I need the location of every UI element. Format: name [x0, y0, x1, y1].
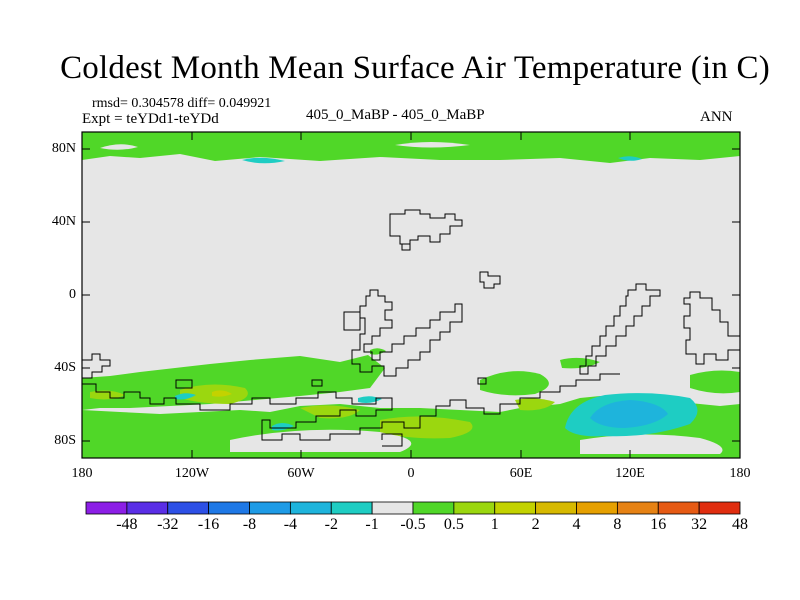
colorbar-swatch	[249, 501, 291, 515]
comparison-subtitle: 405_0_MaBP - 405_0_MaBP	[306, 107, 485, 123]
tasman-green-patch	[690, 370, 740, 394]
antarctic-neutral-area	[580, 434, 723, 454]
island-outline	[477, 377, 487, 385]
colorbar-swatch	[371, 501, 414, 515]
x-tick-label: 120E	[615, 466, 645, 481]
antarctic-cold-core	[590, 400, 668, 428]
arctic-cyan-patch	[618, 156, 642, 161]
colorbar-swatch	[208, 501, 250, 515]
colorbar-label: -0.5	[400, 516, 426, 533]
colorbar-label: 2	[531, 516, 540, 533]
plot-title: Coldest Month Mean Surface Air Temperatu…	[60, 50, 770, 86]
northern-continent-outline	[389, 209, 463, 245]
y-tick-label: 80N	[51, 141, 76, 156]
colorbar-swatch	[576, 501, 618, 515]
x-tick-label: 60W	[287, 466, 315, 481]
colorbar-swatch	[167, 501, 210, 515]
x-tick-label: 180	[71, 466, 93, 481]
x-tick-label: 0	[407, 466, 415, 481]
antarctic-coast-outline	[82, 373, 620, 441]
y-tick-label: 40S	[54, 360, 76, 375]
season-label: ANN	[700, 109, 733, 125]
colorbar-swatch	[412, 501, 455, 515]
colorbar-label: -32	[157, 516, 179, 533]
colorbar-swatch	[535, 501, 577, 515]
colorbar-swatch	[657, 501, 700, 515]
arctic-neutral-patch	[100, 144, 138, 150]
warm-anomaly-patch	[300, 405, 360, 419]
warm-anomaly-patch	[515, 398, 555, 411]
colorbar-label: 1	[490, 516, 499, 533]
warm-anomaly-core	[212, 390, 232, 397]
colorbar-label: -8	[242, 516, 257, 533]
experiment-text: Expt = teYDd1-teYDd	[82, 111, 219, 127]
x-tick-label: 180	[729, 466, 751, 481]
gondwana-west-outline	[351, 289, 463, 377]
colorbar-label: -2	[324, 516, 338, 533]
stats-text: rmsd= 0.304578 diff= 0.049921	[92, 96, 272, 111]
colorbar-label: 4	[572, 516, 581, 533]
northern-continent-outline	[401, 244, 411, 251]
arctic-cyan-patch	[242, 157, 285, 164]
x-axis-ticks	[81, 132, 631, 458]
colorbar-label: 16	[650, 516, 667, 533]
y-tick-label: 80S	[54, 433, 76, 448]
colorbar-swatch	[698, 501, 741, 515]
colorbar-label: -1	[365, 516, 379, 533]
x-tick-label: 60E	[509, 466, 533, 481]
colorbar-swatch	[85, 501, 128, 515]
x-tick-label: 120W	[174, 466, 210, 481]
cold-anomaly-patch	[175, 393, 196, 400]
colorbar-swatch	[330, 501, 373, 515]
gondwana-east-outline	[683, 291, 740, 365]
island-outline	[175, 379, 193, 389]
gondwana-central-outline	[579, 283, 661, 375]
colorbar-label: 32	[691, 516, 708, 533]
cold-anomaly-patch	[370, 348, 386, 355]
coastline-outline	[381, 433, 403, 447]
arctic-neutral-patch	[395, 142, 470, 148]
colorbar-label: -4	[283, 516, 298, 533]
colorbar-label: 48	[732, 516, 748, 533]
island-outline	[343, 311, 361, 331]
continent-outlines	[82, 209, 740, 447]
island-outline	[479, 271, 501, 289]
y-tick-label: 0	[69, 287, 76, 302]
arctic-green-band	[82, 132, 740, 163]
warm-anomaly-patch	[90, 390, 125, 400]
coastline-outline	[82, 353, 111, 379]
colorbar-swatch	[453, 501, 496, 515]
colorbar-label: -16	[197, 516, 220, 533]
y-axis-ticks	[82, 148, 740, 442]
south-pacific-green-band	[82, 355, 385, 410]
colorbar-swatch	[494, 501, 537, 515]
south-atlantic-green-patch	[480, 371, 549, 396]
colorbar-swatch	[126, 501, 169, 515]
colorbar	[85, 501, 741, 515]
colorbar-label: 0.5	[443, 516, 464, 533]
contour-fills	[82, 132, 740, 458]
colorbar-swatch	[289, 501, 332, 515]
antarctic-neutral-area	[230, 429, 412, 452]
cold-anomaly-patch	[272, 423, 294, 431]
y-tick-label: 40N	[51, 214, 76, 229]
colorbar-label: -48	[116, 516, 138, 533]
colorbar-swatch	[616, 501, 659, 515]
island-outline	[311, 379, 323, 387]
colorbar-label: 8	[613, 516, 622, 533]
